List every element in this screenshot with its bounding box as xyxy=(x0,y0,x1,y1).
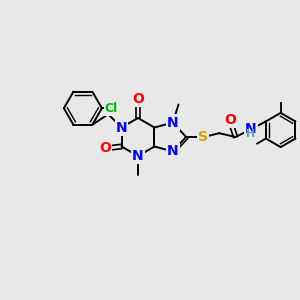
Text: N: N xyxy=(167,144,178,158)
Text: N: N xyxy=(132,149,144,163)
Text: O: O xyxy=(224,113,236,127)
Text: O: O xyxy=(100,141,111,155)
Text: N: N xyxy=(116,121,127,134)
Text: O: O xyxy=(132,92,144,106)
Text: Cl: Cl xyxy=(105,102,118,115)
Text: N: N xyxy=(245,122,256,136)
Text: S: S xyxy=(198,130,208,144)
Text: N: N xyxy=(167,116,178,130)
Text: H: H xyxy=(246,129,255,140)
